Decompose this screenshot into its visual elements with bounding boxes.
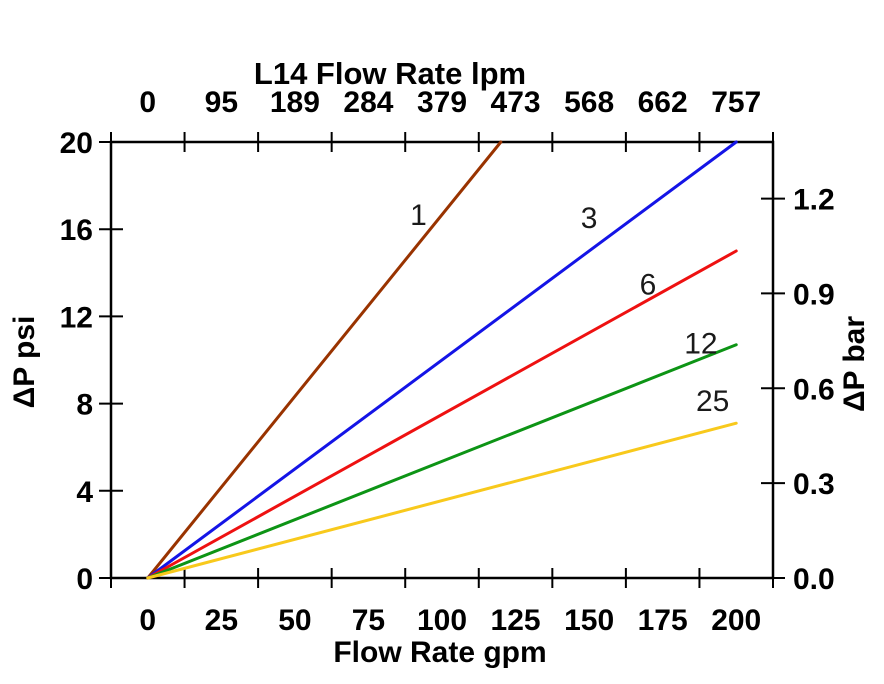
series-line-1 <box>146 140 503 580</box>
x-tick-label-lpm: 473 <box>491 86 541 119</box>
y-tick-label-bar: 1.2 <box>793 184 835 217</box>
series-line-12 <box>146 343 738 580</box>
x-tick-label-lpm: 284 <box>343 86 393 119</box>
series-label-12: 12 <box>684 327 717 360</box>
x-tick-label-lpm: 95 <box>205 86 238 119</box>
y-tick-label-bar: 0.9 <box>793 278 835 311</box>
right-axis-title: ΔP bar <box>838 316 871 412</box>
series-line-25 <box>146 421 738 580</box>
y-tick-label-psi: 0 <box>76 563 93 596</box>
x-tick-label-gpm: 200 <box>711 604 761 637</box>
y-tick-label-psi: 8 <box>76 389 93 422</box>
series-label-25: 25 <box>696 385 729 418</box>
y-tick-label-psi: 16 <box>60 214 93 247</box>
x-tick-label-lpm: 568 <box>564 86 614 119</box>
x-tick-label-lpm: 189 <box>270 86 320 119</box>
x-tick-label-lpm: 662 <box>638 86 688 119</box>
x-tick-label-lpm: 379 <box>417 86 467 119</box>
y-tick-label-bar: 0.0 <box>793 563 835 596</box>
top-axis-title: L14 Flow Rate lpm <box>254 56 526 91</box>
x-tick-label-lpm: 0 <box>139 86 156 119</box>
x-tick-label-gpm: 100 <box>417 604 467 637</box>
x-tick-label-gpm: 125 <box>491 604 541 637</box>
series-label-6: 6 <box>640 269 657 302</box>
y-tick-label-bar: 0.3 <box>793 468 835 501</box>
y-tick-label-psi: 4 <box>76 476 93 509</box>
x-tick-label-gpm: 25 <box>205 604 238 637</box>
x-tick-label-gpm: 175 <box>638 604 688 637</box>
x-tick-label-lpm: 757 <box>711 86 761 119</box>
y-tick-label-bar: 0.6 <box>793 373 835 406</box>
x-tick-label-gpm: 0 <box>139 604 156 637</box>
series-label-3: 3 <box>581 202 598 235</box>
y-tick-label-psi: 20 <box>60 127 93 160</box>
x-tick-label-gpm: 50 <box>278 604 311 637</box>
x-tick-label-gpm: 150 <box>564 604 614 637</box>
plot-frame <box>109 140 775 580</box>
series-line-3 <box>146 140 738 580</box>
left-axis-title: ΔP psi <box>8 316 41 409</box>
y-tick-label-psi: 12 <box>60 301 93 334</box>
x-tick-label-gpm: 75 <box>352 604 385 637</box>
series-line-6 <box>146 249 738 580</box>
series-label-1: 1 <box>410 199 427 232</box>
bottom-axis-title: Flow Rate gpm <box>333 636 546 669</box>
